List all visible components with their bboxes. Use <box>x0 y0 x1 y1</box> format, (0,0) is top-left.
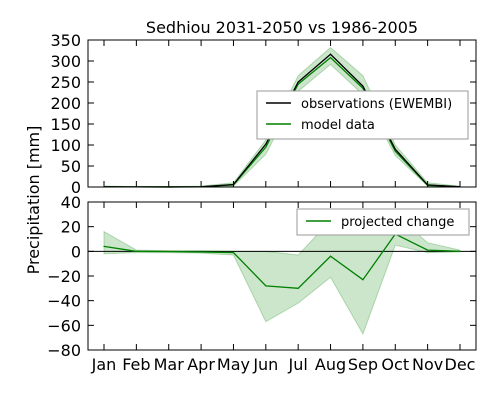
x-tick-label-jul: Jul <box>288 355 308 374</box>
x-tick-label-sep: Sep <box>348 355 378 374</box>
top-plot-frame <box>87 39 477 188</box>
observations-ewembi-point-sep <box>362 85 364 87</box>
y-tick-label: 0 <box>71 242 81 261</box>
y-tick-label: −20 <box>47 267 81 286</box>
x-tick-label-oct: Oct <box>381 355 409 374</box>
y-tick-label: −80 <box>47 341 81 360</box>
y-tick-label: 300 <box>50 52 81 71</box>
model-data-point-jun <box>265 146 267 148</box>
x-tick-label-feb: Feb <box>122 355 150 374</box>
projected-change-point-feb <box>135 250 137 252</box>
x-tick-label-apr: Apr <box>187 355 215 374</box>
x-tick-label-aug: Aug <box>315 355 346 374</box>
x-tick-label-mar: Mar <box>154 355 185 374</box>
chart-title: Sedhiou 2031-2050 vs 1986-2005 <box>146 18 418 37</box>
x-tick-label-may: May <box>217 355 250 374</box>
projected-change-point-nov <box>427 249 429 251</box>
y-tick-label: 100 <box>50 136 81 155</box>
bottom-plot-frame <box>87 201 477 351</box>
projected-change-point-sep <box>362 279 364 281</box>
legend-label-model-data: model data <box>301 118 375 133</box>
y-tick-label: 50 <box>61 157 81 176</box>
y-tick-label: 20 <box>61 218 81 237</box>
x-tick-label-jan: Jan <box>91 355 117 374</box>
bottom-legend: projected change <box>296 208 470 236</box>
y-tick-label: 150 <box>50 115 81 134</box>
observations-ewembi-point-oct <box>394 148 396 150</box>
projected-change-point-jan <box>103 245 105 247</box>
model-data-point-aug <box>329 57 332 59</box>
x-tick-label-jun: Jun <box>252 355 278 374</box>
top-plot-panel: 0 50 100 150 200 250 300 350 observations (EWEM… <box>50 31 477 197</box>
bottom-plot-panel: −80 −60 −40 −20 0 20 40 Jan Feb Mar Apr May Jun Jul A… <box>47 193 477 374</box>
legend-label-projected-change: projected change <box>341 215 454 230</box>
projected-change-point-dec <box>459 250 461 252</box>
projected-change-point-mar <box>168 250 170 253</box>
projected-change-point-may <box>232 251 235 254</box>
x-tick-label-dec: Dec <box>445 355 476 374</box>
y-tick-label: 0 <box>71 178 81 197</box>
y-tick-label: −60 <box>47 316 81 335</box>
projected-change-point-apr <box>200 251 202 253</box>
projected-change-point-aug <box>329 255 332 257</box>
y-tick-label: 200 <box>50 94 81 113</box>
projected-change-point-jun <box>265 285 267 287</box>
model-data-point-oct <box>394 150 396 152</box>
observations-ewembi-point-jun <box>265 143 267 145</box>
observations-ewembi-point-jul <box>297 81 299 83</box>
x-tick-label-nov: Nov <box>412 355 443 374</box>
observations-ewembi-point-aug <box>329 53 332 55</box>
y-axis-label: Precipitation [mm] <box>24 126 43 275</box>
projected-change-line <box>103 233 461 290</box>
y-tick-label: 350 <box>50 31 81 50</box>
bottom-legend-box <box>296 208 470 236</box>
legend-label-observations: observations (EWEMBI) <box>301 97 452 112</box>
top-legend: observations (EWEMBI) model data <box>256 90 469 140</box>
y-tick-label: −40 <box>47 292 81 311</box>
top-legend-box <box>256 90 469 140</box>
y-tick-label: 40 <box>61 193 81 212</box>
y-tick-label: 250 <box>50 73 81 92</box>
projected-change-point-jul <box>297 287 299 289</box>
